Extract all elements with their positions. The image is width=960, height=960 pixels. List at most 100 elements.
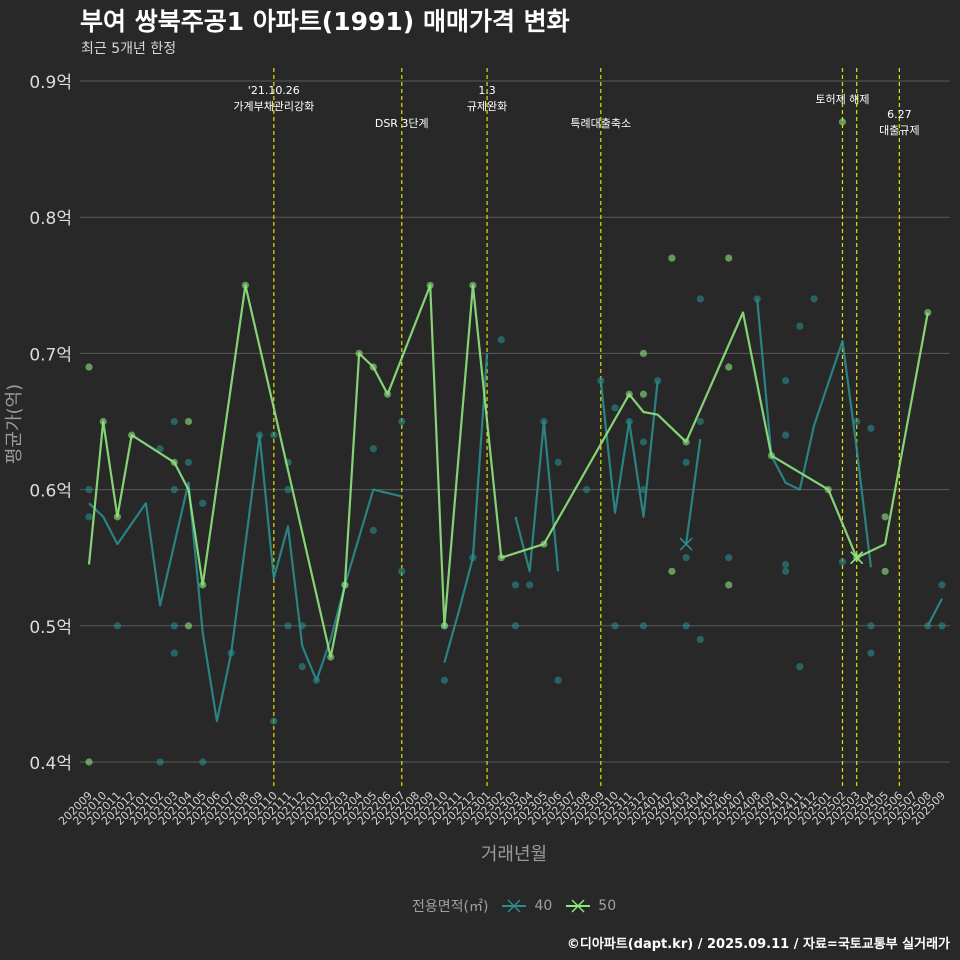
data-point — [782, 377, 790, 385]
data-point — [511, 581, 520, 589]
data-point — [639, 390, 648, 398]
data-point — [867, 622, 875, 630]
data-point — [881, 567, 889, 575]
event-label: 6.27 — [887, 108, 912, 121]
data-point — [867, 424, 875, 432]
event-label: 1.3 — [478, 84, 496, 97]
data-point — [184, 622, 193, 630]
event-label: DSR 3단계 — [375, 117, 429, 130]
legend-swatch-50 — [566, 899, 591, 913]
data-point — [782, 567, 790, 575]
data-point — [838, 558, 847, 566]
data-point — [554, 676, 562, 684]
data-point — [113, 622, 122, 630]
legend-swatch-40 — [502, 899, 527, 913]
data-point — [497, 336, 505, 344]
data-point — [782, 431, 790, 439]
data-point — [668, 567, 676, 575]
data-point — [782, 560, 790, 569]
data-point — [369, 445, 377, 453]
legend-item-50: 50 — [564, 898, 616, 914]
series-line — [685, 439, 702, 545]
x-axis-title: 거래년월 — [481, 844, 547, 865]
data-point — [725, 254, 733, 262]
cross-marker — [679, 537, 693, 551]
data-point — [582, 486, 591, 494]
cross-marker — [850, 551, 864, 565]
data-point — [938, 581, 946, 589]
data-point — [611, 404, 619, 412]
y-tick-label: 0.8억 — [29, 209, 72, 229]
y-axis-title: 평균가(억) — [4, 384, 25, 464]
data-point — [853, 417, 861, 426]
event-label: 가계부채관리강화 — [233, 100, 314, 113]
y-tick-label: 0.6억 — [29, 482, 72, 502]
data-point — [938, 622, 946, 630]
data-point — [796, 663, 804, 671]
data-point — [611, 622, 619, 630]
y-tick-label: 0.4억 — [29, 754, 72, 774]
data-point — [184, 417, 193, 426]
data-point — [398, 567, 406, 575]
series-50 — [85, 118, 932, 766]
data-point — [170, 486, 178, 494]
data-point — [199, 499, 207, 507]
data-point — [184, 458, 193, 466]
series-line — [599, 380, 659, 518]
data-point — [725, 554, 733, 562]
legend: 전용면적(㎡) 40 50 — [412, 896, 616, 916]
data-point — [170, 622, 178, 630]
legend-title: 전용면적(㎡) — [412, 899, 489, 915]
data-point — [696, 295, 704, 303]
data-point — [881, 513, 889, 521]
data-point — [156, 445, 164, 453]
data-point — [668, 254, 676, 262]
legend-item-40: 40 — [500, 898, 552, 914]
series-line — [443, 353, 489, 663]
data-point — [270, 431, 278, 439]
data-point — [170, 649, 178, 657]
data-point — [639, 438, 648, 446]
data-point — [85, 513, 93, 521]
data-point — [270, 717, 278, 725]
data-point — [639, 349, 648, 357]
chart-title: 부여 쌍북주공1 아파트(1991) 매매가격 변화 — [80, 7, 570, 36]
data-point — [696, 417, 704, 426]
data-point — [199, 758, 207, 766]
event-label: 토허제 해제 — [815, 92, 869, 106]
data-point — [156, 758, 164, 766]
series-line — [926, 598, 943, 627]
data-point — [526, 581, 534, 589]
data-point — [85, 758, 93, 766]
legend-label-50: 50 — [598, 898, 617, 914]
data-point — [284, 622, 292, 630]
series-40 — [85, 295, 946, 766]
data-point — [284, 486, 292, 494]
y-tick-label: 0.9억 — [29, 73, 72, 93]
y-tick-label: 0.5억 — [29, 618, 72, 638]
data-point — [725, 581, 733, 589]
data-point — [85, 363, 93, 371]
data-point — [170, 417, 178, 426]
event-label: 대출규제 — [879, 124, 919, 137]
series-line — [756, 298, 872, 568]
data-point — [796, 322, 804, 330]
series-line — [514, 420, 560, 573]
data-point — [682, 554, 690, 562]
data-point — [639, 622, 648, 630]
y-tick-label: 0.7억 — [29, 345, 72, 365]
data-point — [554, 458, 562, 466]
series-line — [88, 434, 403, 723]
event-label: 규제완화 — [467, 100, 507, 113]
data-point — [298, 663, 306, 671]
data-point — [511, 622, 520, 630]
data-point — [810, 295, 818, 303]
event-label: 특례대출축소 — [570, 117, 631, 130]
data-point — [398, 417, 406, 426]
event-label: '21.10.26 — [248, 84, 300, 97]
data-point — [725, 363, 733, 371]
legend-label-40: 40 — [534, 898, 553, 914]
data-point — [682, 622, 690, 630]
data-point — [682, 458, 690, 466]
